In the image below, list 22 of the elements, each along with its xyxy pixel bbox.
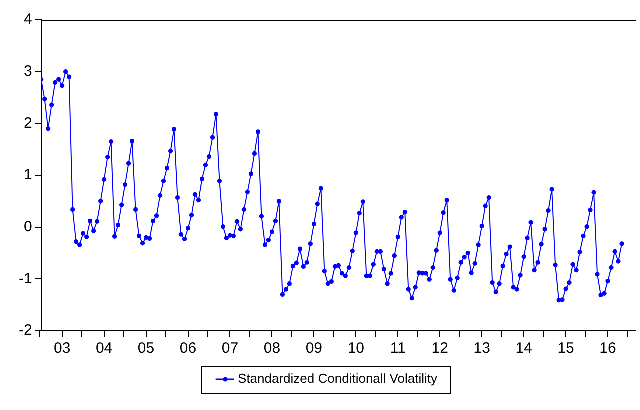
y-tick-label: 2	[24, 114, 32, 132]
x-tick-label: 14	[516, 340, 532, 358]
x-tick-label: 07	[222, 340, 239, 358]
y-tick-label: -1	[18, 270, 32, 288]
x-tick-label: 09	[306, 340, 323, 358]
x-tick-label: 05	[138, 340, 155, 358]
x-tick-label: 16	[600, 340, 616, 358]
y-tick-label: 4	[24, 11, 32, 28]
legend-label: Standardized Conditionall Volatility	[238, 371, 438, 386]
x-tick-label: 03	[54, 340, 71, 358]
y-tick-label: -2	[18, 322, 32, 340]
x-tick-label: 13	[474, 340, 490, 358]
x-tick-label: 06	[180, 340, 197, 358]
x-tick-label: 08	[264, 340, 281, 358]
y-tick-label: 3	[24, 62, 32, 80]
y-tick-label: 0	[24, 218, 32, 236]
y-tick-label: 1	[24, 166, 32, 184]
x-tick-label: 10	[348, 340, 365, 358]
x-tick-label: 11	[390, 340, 406, 358]
x-tick-label: 04	[96, 340, 113, 358]
x-tick-label: 12	[432, 340, 448, 358]
x-tick-label: 15	[558, 340, 574, 358]
